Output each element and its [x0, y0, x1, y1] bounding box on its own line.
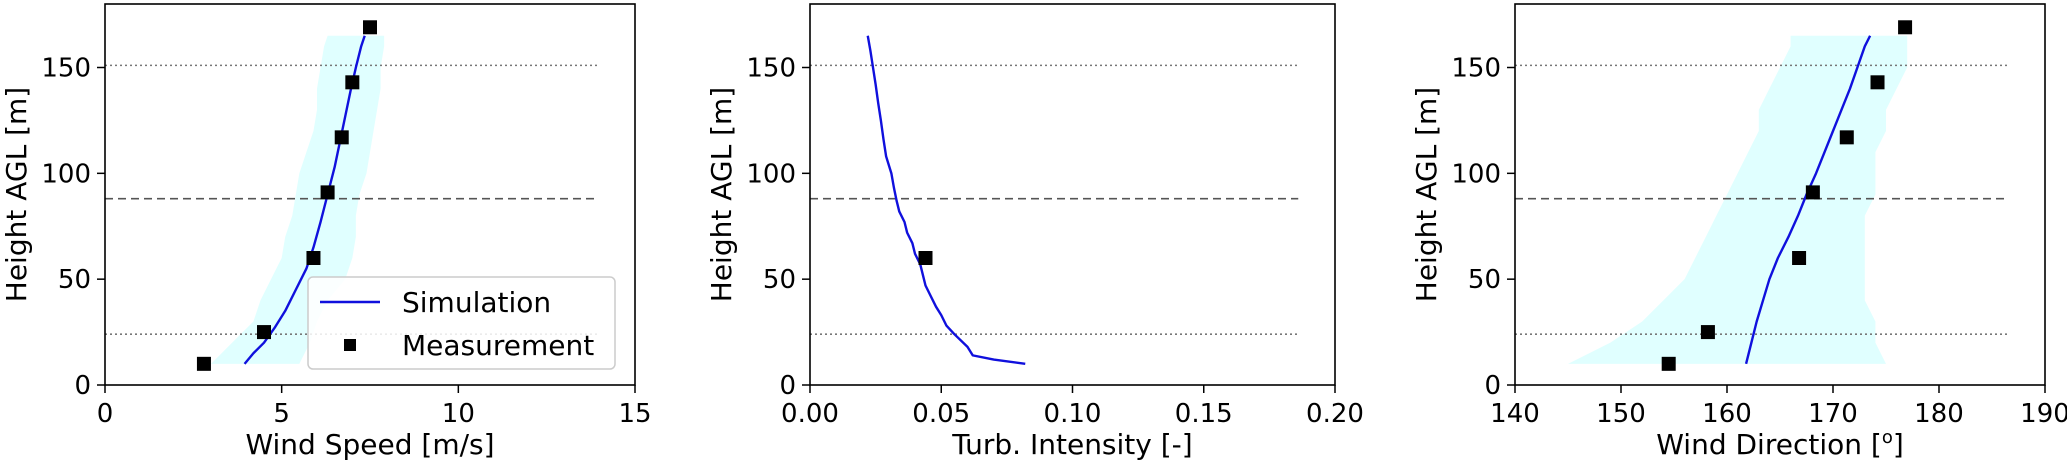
x-tick-label: 0.15 — [1175, 399, 1233, 429]
x-tick-label: 170 — [1808, 399, 1858, 429]
measurement-point — [257, 325, 271, 340]
measurement-point — [196, 356, 211, 371]
measurement-point — [345, 75, 360, 90]
axes-frame — [104, 3, 636, 386]
y-tick-label: 0 — [1484, 371, 1501, 401]
x-tick-label: 0 — [97, 399, 114, 429]
plot-area — [810, 35, 1299, 366]
y-tick-label: 50 — [1468, 265, 1501, 295]
y-tick-label: 0 — [74, 371, 91, 401]
measurement-point — [918, 251, 933, 265]
y-tick-label: 150 — [746, 54, 796, 84]
measurement-point — [363, 20, 377, 35]
x-tick-label: 140 — [1490, 399, 1540, 429]
x-tick-label: 0.20 — [1306, 399, 1364, 429]
measurement-point — [1898, 20, 1913, 35]
x-tick-label: 5 — [273, 399, 290, 429]
legend-entry-simulation: Simulation — [402, 286, 551, 319]
x-tick-label: 10 — [442, 399, 475, 429]
y-tick-label: 50 — [58, 265, 91, 295]
x-axis-label: Wind Direction [o] — [1656, 427, 1904, 461]
x-tick-label: 180 — [1914, 399, 1964, 429]
measurement-point — [1805, 185, 1820, 200]
y-axis-label: Height AGL [m] — [705, 87, 738, 302]
y-tick-label: 100 — [41, 159, 91, 189]
plot-area — [1515, 20, 2008, 371]
panel-3: 140 150 160 170 180 190 0 50 100 150 Wind Directio… — [1410, 3, 2067, 461]
axes-frame — [809, 3, 1336, 386]
measurement-point — [306, 251, 321, 265]
x-tick-label: 190 — [2020, 399, 2067, 429]
y-axis-label: Height AGL [m] — [1410, 87, 1443, 302]
x-tick-label: 160 — [1702, 399, 1752, 429]
axes-frame — [1514, 3, 2046, 386]
x-axis-label: Turb. Intensity [-] — [951, 428, 1192, 461]
y-tick-label: 150 — [1451, 54, 1501, 84]
x-axis-label-end: ] — [1893, 428, 1904, 461]
measurement-point — [1870, 75, 1885, 90]
uncertainty-band — [1568, 35, 1908, 364]
panel-2: 0.00 0.05 0.10 0.15 0.20 0 50 100 150 Turb. Inten… — [705, 3, 1364, 461]
measurement-point — [1792, 251, 1807, 265]
measurement-point — [320, 185, 335, 200]
x-tick-label: 0.05 — [912, 399, 970, 429]
y-tick-label: 0 — [779, 371, 796, 401]
y-axis-label: Height AGL [m] — [0, 87, 33, 302]
x-tick-label: 0.00 — [781, 399, 839, 429]
x-axis-label-main: Wind Speed [m/s] — [245, 428, 494, 461]
x-tick-label: 15 — [618, 399, 651, 429]
y-tick-label: 150 — [41, 54, 91, 84]
y-tick-label: 50 — [763, 265, 796, 295]
legend-entry-measurement: Measurement — [402, 329, 594, 362]
x-axis-label-superscript: o — [1882, 427, 1893, 448]
y-tick-label: 100 — [1451, 159, 1501, 189]
x-axis-label-main: Turb. Intensity [-] — [951, 428, 1192, 461]
legend-swatch-marker — [344, 339, 356, 351]
series-line-simulation — [866, 35, 1026, 366]
measurement-point — [1700, 325, 1715, 340]
x-axis-label-main: Wind Direction [ — [1656, 428, 1882, 461]
x-tick-label: 150 — [1596, 399, 1646, 429]
legend-box — [307, 276, 616, 370]
measurement-point — [1839, 130, 1854, 145]
x-axis-label: Wind Speed [m/s] — [245, 428, 494, 461]
measurement-point — [1661, 356, 1676, 371]
y-tick-label: 100 — [746, 159, 796, 189]
x-tick-label: 0.10 — [1044, 399, 1102, 429]
measurement-point — [334, 130, 349, 145]
